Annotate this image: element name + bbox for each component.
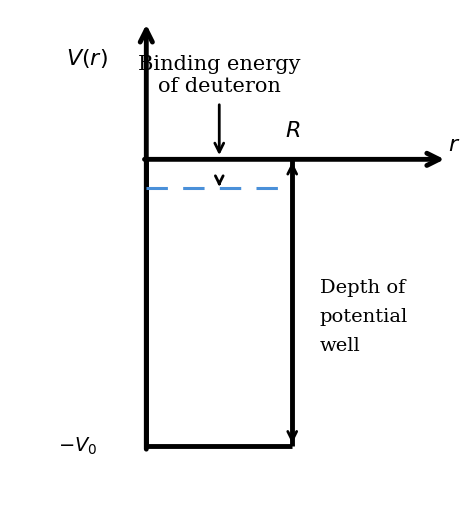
Text: Binding energy
of deuteron: Binding energy of deuteron (138, 55, 301, 96)
Text: Depth of
potential
well: Depth of potential well (320, 279, 408, 355)
Text: $-V_0$: $-V_0$ (58, 435, 98, 457)
Text: $r$: $r$ (448, 134, 460, 156)
Text: $V(r)$: $V(r)$ (66, 47, 108, 71)
Text: $R$: $R$ (285, 120, 300, 142)
